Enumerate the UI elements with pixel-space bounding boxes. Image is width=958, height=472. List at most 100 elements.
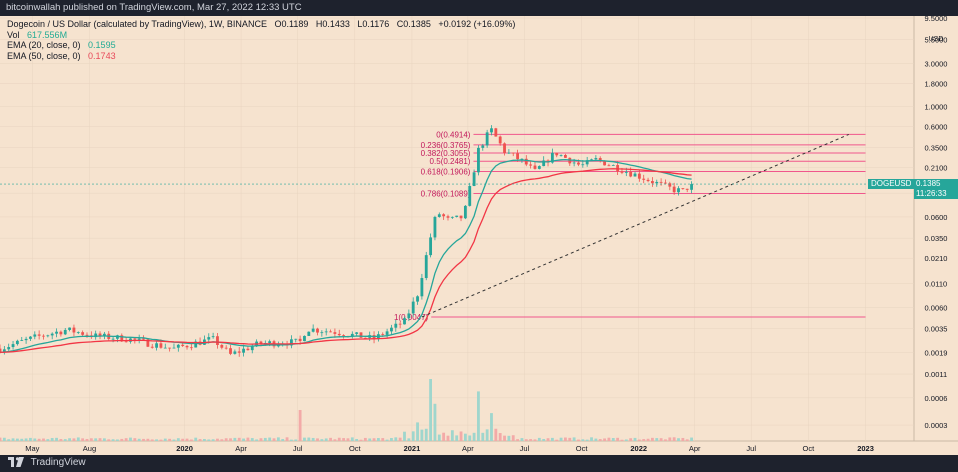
- candle-body: [642, 178, 646, 180]
- trendline[interactable]: [421, 134, 849, 318]
- fib-retracement[interactable]: 0(0.4914) 0.236(0.3765)0.382(0.3055)0.5(0…: [394, 130, 866, 322]
- tradingview-footer[interactable]: TradingView: [8, 456, 86, 470]
- volume-bar: [163, 438, 167, 441]
- candle-body: [237, 351, 241, 353]
- price-axis[interactable]: [914, 16, 958, 441]
- x-tick-label: Oct: [576, 444, 589, 453]
- volume-bar: [398, 437, 402, 441]
- volume-bar: [281, 439, 285, 441]
- volume-bar: [207, 439, 211, 441]
- current-price-tag: 0.1385 11:26:33: [914, 179, 958, 200]
- volume-bar: [20, 438, 24, 441]
- volume-bar: [477, 391, 480, 441]
- x-tick-label: Aug: [83, 444, 96, 453]
- volume-bar: [664, 439, 667, 441]
- candle-body: [533, 165, 537, 169]
- ema50-row[interactable]: EMA (50, close, 0) 0.1743: [7, 51, 520, 62]
- ohlc-open: O0.1189: [274, 19, 309, 29]
- volume-bar: [298, 410, 302, 441]
- price-chart[interactable]: 0(0.4914) 0.236(0.3765)0.382(0.3055)0.5(0…: [0, 16, 958, 456]
- volume-bar: [372, 438, 376, 441]
- volume-bar: [650, 437, 654, 441]
- volume-bar: [668, 437, 672, 441]
- candle-body: [137, 338, 141, 340]
- ema20-row[interactable]: EMA (20, close, 0) 0.1595: [7, 40, 520, 51]
- volume-bar: [294, 439, 298, 441]
- volume-bar: [94, 438, 98, 441]
- volume-bar: [76, 437, 80, 441]
- volume-bar: [133, 438, 137, 441]
- y-tick-label: 0.3500: [925, 144, 948, 153]
- candle-body: [303, 335, 306, 342]
- volume-bar: [146, 438, 150, 441]
- volume-bar: [324, 438, 328, 441]
- candle-body: [116, 335, 119, 339]
- candle-body: [372, 335, 376, 340]
- volume-label: Vol: [7, 29, 20, 40]
- volume-bar: [585, 439, 589, 441]
- candle-body: [342, 335, 346, 337]
- y-tick-label: 0.0003: [925, 421, 948, 430]
- volume-bar: [181, 438, 185, 441]
- volume-bar: [433, 403, 437, 441]
- tradingview-brand: TradingView: [30, 457, 86, 468]
- volume-bar: [59, 439, 63, 441]
- volume-bar: [189, 439, 193, 441]
- volume-bar: [255, 439, 259, 441]
- volume-bar: [55, 437, 58, 441]
- candle-body: [316, 328, 319, 333]
- candle-body: [307, 331, 311, 336]
- candle-body: [424, 255, 428, 279]
- candle-body: [233, 351, 237, 354]
- candle-body: [416, 296, 419, 302]
- x-tick-label: Jul: [293, 444, 303, 453]
- symbol-row[interactable]: Dogecoin / US Dollar (calculated by Trad…: [7, 19, 520, 30]
- candle-body: [250, 346, 254, 351]
- candle-body: [555, 152, 559, 156]
- candle-body: [655, 181, 659, 184]
- volume-bar: [690, 437, 693, 441]
- volume-bar: [529, 439, 533, 441]
- candle-body: [102, 333, 106, 337]
- candle-body: [516, 153, 519, 160]
- legend-panel: Dogecoin / US Dollar (calculated by Trad…: [7, 19, 520, 61]
- time-axis[interactable]: [0, 441, 958, 455]
- candle-body: [690, 184, 693, 190]
- volume-bar: [442, 432, 446, 441]
- x-tick-label: Oct: [803, 444, 816, 453]
- candle-body: [390, 327, 393, 332]
- volume-bar: [250, 438, 254, 441]
- candle-body: [677, 188, 680, 193]
- volume-bar: [311, 437, 315, 441]
- candle-body: [189, 347, 193, 349]
- candle-body: [437, 214, 441, 217]
- candle-body: [585, 160, 589, 165]
- volume-bar: [533, 439, 537, 441]
- volume-row[interactable]: Vol 617.556M: [7, 30, 520, 41]
- volume-bar: [198, 439, 202, 441]
- volume-bar: [107, 439, 111, 441]
- volume-bar: [246, 437, 250, 441]
- volume-bar: [137, 438, 141, 441]
- volume-bar: [633, 437, 637, 441]
- x-tick-label: May: [25, 444, 39, 453]
- bar-countdown: 11:26:33: [916, 189, 947, 199]
- candle-body: [333, 332, 337, 334]
- volume-bar: [50, 438, 54, 441]
- volume-bar: [268, 437, 272, 441]
- volume-bar: [98, 438, 102, 441]
- volume-bar: [203, 439, 206, 441]
- ascending-trendline: [421, 134, 849, 318]
- volume-bar: [437, 434, 441, 441]
- volume-value: 617.556M: [27, 29, 68, 40]
- candle-body: [668, 183, 672, 187]
- candle-body: [577, 162, 580, 165]
- volume-bar: [63, 439, 67, 441]
- volume-bar: [472, 432, 476, 441]
- candle-body: [550, 152, 554, 163]
- candle-body: [33, 334, 37, 337]
- y-tick-label: 1.8000: [925, 79, 948, 88]
- symbol-price-tag: DOGEUSD: [868, 179, 915, 190]
- volume-bar: [172, 439, 176, 441]
- volume-bar: [572, 437, 576, 441]
